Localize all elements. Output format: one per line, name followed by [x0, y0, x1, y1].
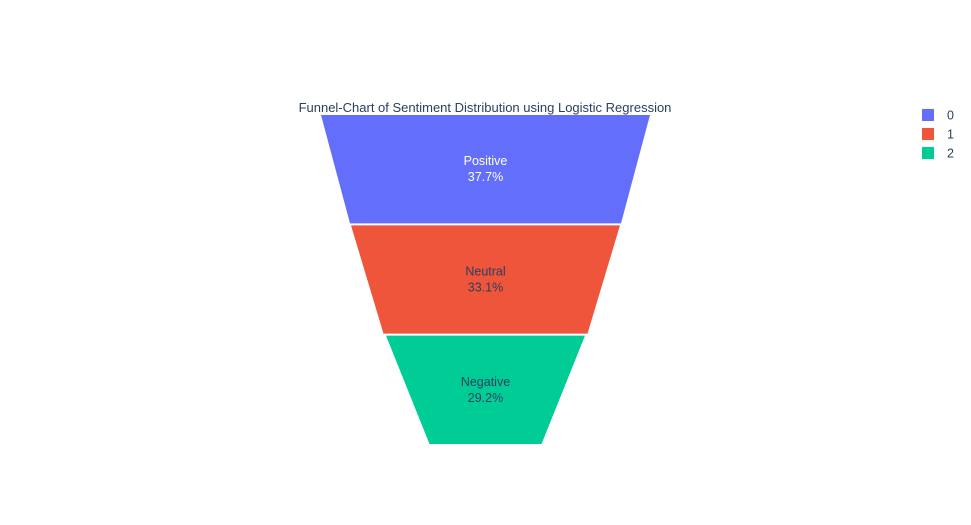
- legend-item-2[interactable]: 2: [922, 147, 954, 161]
- legend-label: 1: [947, 128, 954, 142]
- funnel-percent-negative: 29.2%: [468, 391, 503, 405]
- chart-title: Funnel-Chart of Sentiment Distribution u…: [299, 100, 672, 115]
- funnel-percent-positive: 37.7%: [468, 170, 503, 184]
- legend-label: 0: [947, 109, 954, 123]
- funnel-percent-neutral: 33.1%: [468, 281, 503, 295]
- funnel-group: Positive 37.7% Neutral 33.1% Negative 29.2%: [321, 115, 650, 444]
- funnel-label-neutral: Neutral: [465, 265, 505, 279]
- funnel-segment-negative[interactable]: [386, 335, 585, 444]
- funnel-segment-neutral[interactable]: [351, 225, 620, 334]
- legend-swatch: [922, 128, 934, 140]
- funnel-segment-positive[interactable]: [321, 115, 650, 224]
- funnel-label-positive: Positive: [464, 154, 508, 168]
- legend-item-1[interactable]: 1: [922, 128, 954, 142]
- legend-label: 2: [947, 147, 954, 161]
- funnel-label-negative: Negative: [461, 375, 510, 389]
- legend-item-0[interactable]: 0: [922, 109, 954, 123]
- legend-swatch: [922, 109, 934, 121]
- legend: 0 1 2: [922, 109, 954, 161]
- legend-swatch: [922, 147, 934, 159]
